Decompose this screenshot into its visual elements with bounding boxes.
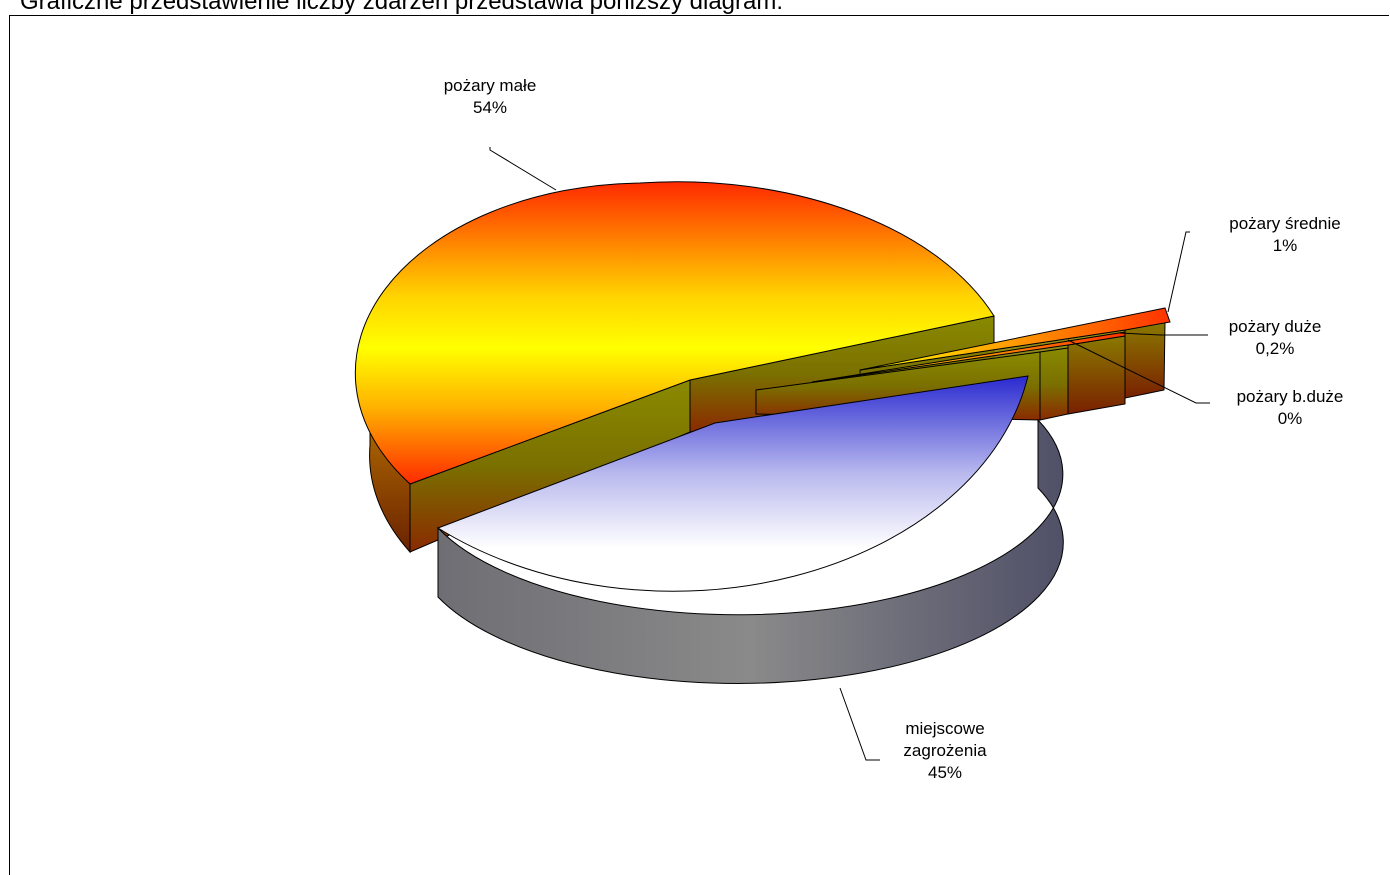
- slice-pozary-b-duze-side: [1039, 347, 1069, 421]
- slice-pozary-srednie-top: [859, 307, 1171, 371]
- slice-pozary-duze-top: [811, 331, 1126, 383]
- label-pozary-duze-name: pożary duże: [1228, 317, 1322, 336]
- pie-chart: [354, 147, 1210, 761]
- label-pozary-b-duze: pożary b.duże 0%: [1205, 386, 1375, 430]
- slice-miejscowe-zagrozenia-side: [437, 418, 1064, 684]
- leader-line-pozary-b-duze: [1067, 339, 1210, 404]
- label-miejscowe-name2: zagrożenia: [903, 741, 987, 760]
- label-miejscowe-zagrozenia: miejscowe zagrożenia 45%: [870, 718, 1020, 784]
- slice-pozary-male: [354, 181, 995, 554]
- leader-line-pozary-duze: [1119, 332, 1208, 336]
- slice-pozary-duze: [811, 331, 1126, 415]
- slice-miejscowe-zagrozenia: [436, 375, 1064, 684]
- label-miejscowe-pct: 45%: [927, 763, 963, 782]
- leader-line-pozary-srednie: [1167, 231, 1190, 313]
- label-pozary-b-duze-pct: 0%: [1277, 409, 1303, 428]
- label-pozary-duze: pożary duże 0,2%: [1205, 316, 1345, 360]
- label-pozary-male-pct: 54%: [472, 98, 508, 117]
- label-pozary-srednie: pożary średnie 1%: [1200, 213, 1370, 257]
- leader-line-miejscowe: [839, 687, 880, 761]
- leader-line-pozary-male: [489, 147, 557, 191]
- leader-lines: [489, 147, 1210, 761]
- label-pozary-male: pożary małe 54%: [420, 75, 560, 119]
- slice-pozary-duze-side: [1067, 335, 1126, 415]
- label-pozary-male-name: pożary małe: [443, 76, 537, 95]
- chart-frame: [9, 15, 1389, 875]
- label-pozary-srednie-name: pożary średnie: [1229, 214, 1341, 233]
- label-miejscowe-name1: miejscowe: [905, 719, 985, 738]
- slice-pozary-male-top: [354, 181, 995, 485]
- label-pozary-b-duze-name: pożary b.duże: [1236, 387, 1344, 406]
- page-heading: Graficzne przedstawienie liczby zdarzeń …: [20, 0, 784, 15]
- label-pozary-duze-pct: 0,2%: [1255, 339, 1295, 358]
- label-pozary-srednie-pct: 1%: [1272, 236, 1298, 255]
- slice-miejscowe-zagrozenia-top: [436, 375, 1029, 592]
